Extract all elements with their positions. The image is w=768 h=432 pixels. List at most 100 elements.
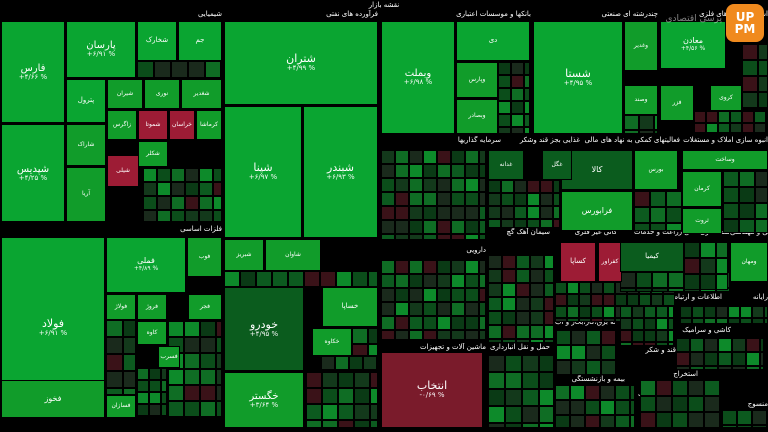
- stock-cell[interactable]: فرابورس: [561, 191, 633, 231]
- sector-label: انبوه سازی املاک و مستغلات: [683, 136, 768, 144]
- stock-cell[interactable]: خگستر +۳/۶۴ %: [224, 372, 304, 428]
- stock-cell[interactable]: خودرو +۴/۹۵ %: [224, 287, 304, 371]
- stock-cell[interactable]: وپارس: [456, 62, 498, 98]
- treemap-tile: [553, 219, 560, 228]
- stock-cell[interactable]: شکلر: [138, 141, 168, 167]
- treemap-tile: [668, 318, 674, 330]
- treemap-tile: [479, 330, 486, 340]
- stock-name: وغدیر: [633, 41, 649, 49]
- treemap-tile: [760, 352, 764, 366]
- treemap-tile: [320, 271, 336, 287]
- treemap-tile: [338, 404, 354, 420]
- treemap-tile: [322, 388, 338, 404]
- stock-cell[interactable]: نوری: [144, 79, 180, 109]
- stock-cell[interactable]: کاوه: [137, 321, 167, 345]
- treemap-tile: [585, 400, 600, 415]
- stock-cell[interactable]: فوب: [187, 237, 222, 277]
- stock-cell[interactable]: وبصادر: [456, 99, 498, 134]
- stock-cell[interactable]: فسازان: [106, 395, 136, 418]
- stock-cell[interactable]: شغدیر: [181, 79, 222, 109]
- stock-cell[interactable]: وبملت +۶/۹۸ %: [381, 21, 455, 134]
- treemap-tile: [585, 415, 600, 428]
- treemap-tile: [739, 219, 755, 233]
- treemap-tile: [616, 330, 618, 345]
- stock-cell[interactable]: شبریز: [224, 239, 264, 271]
- stock-cell[interactable]: خراسان: [169, 110, 195, 140]
- stock-cell[interactable]: فخوز: [1, 380, 105, 418]
- stock-cell[interactable]: ثروت: [682, 208, 722, 234]
- stock-cell[interactable]: پترول: [66, 79, 106, 123]
- treemap-tile: [409, 234, 423, 240]
- stock-cell[interactable]: وصند: [624, 85, 658, 115]
- treemap-tile: [516, 311, 530, 325]
- stock-cell[interactable]: کیمیا: [620, 242, 684, 272]
- treemap-tile: [488, 297, 502, 311]
- treemap-tile: [540, 193, 553, 206]
- stock-cell[interactable]: شیلی: [107, 155, 139, 187]
- stock-name: غدانه: [499, 160, 513, 168]
- stock-cell[interactable]: شستا +۴/۹۵ %: [533, 21, 623, 134]
- stock-cell[interactable]: خساپا: [322, 287, 378, 327]
- treemap-tile: [694, 111, 706, 123]
- stock-cell[interactable]: فارس +۴/۶۶ %: [1, 21, 65, 123]
- stock-cell[interactable]: دی: [456, 21, 530, 61]
- stock-cell[interactable]: فزر: [660, 85, 694, 121]
- treemap-tile: [216, 321, 222, 337]
- stock-cell[interactable]: کساپا: [560, 242, 596, 282]
- stock-cell[interactable]: وساخت: [682, 150, 768, 170]
- treemap-tile: [423, 150, 437, 164]
- stock-cell[interactable]: پارسان +۶/۹۱ %: [66, 21, 136, 78]
- stock-cell[interactable]: خکاوه: [312, 328, 352, 356]
- treemap-tile: [570, 385, 585, 400]
- stock-cell[interactable]: بورس: [634, 150, 678, 190]
- treemap-tile: [634, 191, 650, 207]
- stock-cell[interactable]: جم: [178, 21, 222, 61]
- stock-cell[interactable]: شپدیس +۴/۲۵ %: [1, 124, 65, 222]
- stock-cell[interactable]: کفراور: [598, 242, 622, 282]
- treemap-tile: [423, 260, 437, 274]
- stock-cell[interactable]: فسرب: [158, 346, 180, 368]
- treemap-tile: [704, 306, 716, 318]
- stock-cell[interactable]: شخارک: [137, 21, 177, 61]
- stock-cell[interactable]: کروی: [710, 85, 742, 111]
- treemap-tile: [200, 321, 216, 337]
- stock-cell[interactable]: ومهان: [730, 242, 768, 282]
- treemap-tile: [514, 193, 527, 206]
- treemap-tile: [516, 255, 530, 269]
- treemap-tile: [395, 302, 409, 316]
- stock-cell[interactable]: شاراک: [66, 124, 106, 166]
- stock-cell[interactable]: وغدیر: [624, 21, 658, 71]
- stock-cell[interactable]: فجر: [188, 294, 222, 320]
- stock-cell[interactable]: شپنا +۶/۹۷ %: [224, 106, 302, 238]
- stock-name: خکاوه: [324, 337, 340, 345]
- stock-cell[interactable]: زاگرس: [107, 110, 137, 140]
- sector-label: فعالیتهای کمکی به نهاد های مالی: [584, 136, 680, 144]
- stock-cell[interactable]: انتخاب -۰/۶۹ %: [381, 352, 483, 428]
- stock-cell[interactable]: شیران: [107, 79, 143, 109]
- stock-name: شیران: [116, 89, 134, 97]
- stock-cell[interactable]: شبندر +۶/۹۳ %: [303, 106, 378, 238]
- treemap-tile: [600, 385, 615, 400]
- treemap-tile: [620, 318, 632, 330]
- stock-cell[interactable]: غدانه: [488, 150, 524, 180]
- stock-cell[interactable]: کرماشا: [196, 110, 222, 140]
- stock-cell[interactable]: شتران +۴/۹۹ %: [224, 21, 378, 105]
- stock-cell[interactable]: فروژ: [137, 294, 167, 320]
- stock-name: فسازان: [111, 402, 131, 410]
- stock-cell[interactable]: شموتا: [138, 110, 168, 140]
- stock-cell[interactable]: فولاژ: [106, 294, 136, 320]
- logo-line-1: UP: [735, 10, 755, 24]
- stock-cell[interactable]: آریا: [66, 167, 106, 222]
- stock-cell[interactable]: فملی +۴/۸۹ %: [106, 237, 186, 293]
- stock-cell[interactable]: معادن +۴/۵۶ %: [660, 21, 726, 69]
- treemap-tile: [742, 123, 754, 133]
- treemap-tile: [684, 274, 700, 290]
- stock-cell[interactable]: کالا: [561, 150, 633, 190]
- treemap-tile: [732, 366, 746, 370]
- stock-cell[interactable]: کرمان: [682, 171, 722, 207]
- treemap-tile: [530, 269, 544, 283]
- stock-cell[interactable]: غگل: [542, 150, 572, 180]
- treemap-tile: [746, 366, 760, 370]
- treemap-tile: [556, 360, 571, 375]
- stock-cell[interactable]: شاوان: [265, 239, 321, 271]
